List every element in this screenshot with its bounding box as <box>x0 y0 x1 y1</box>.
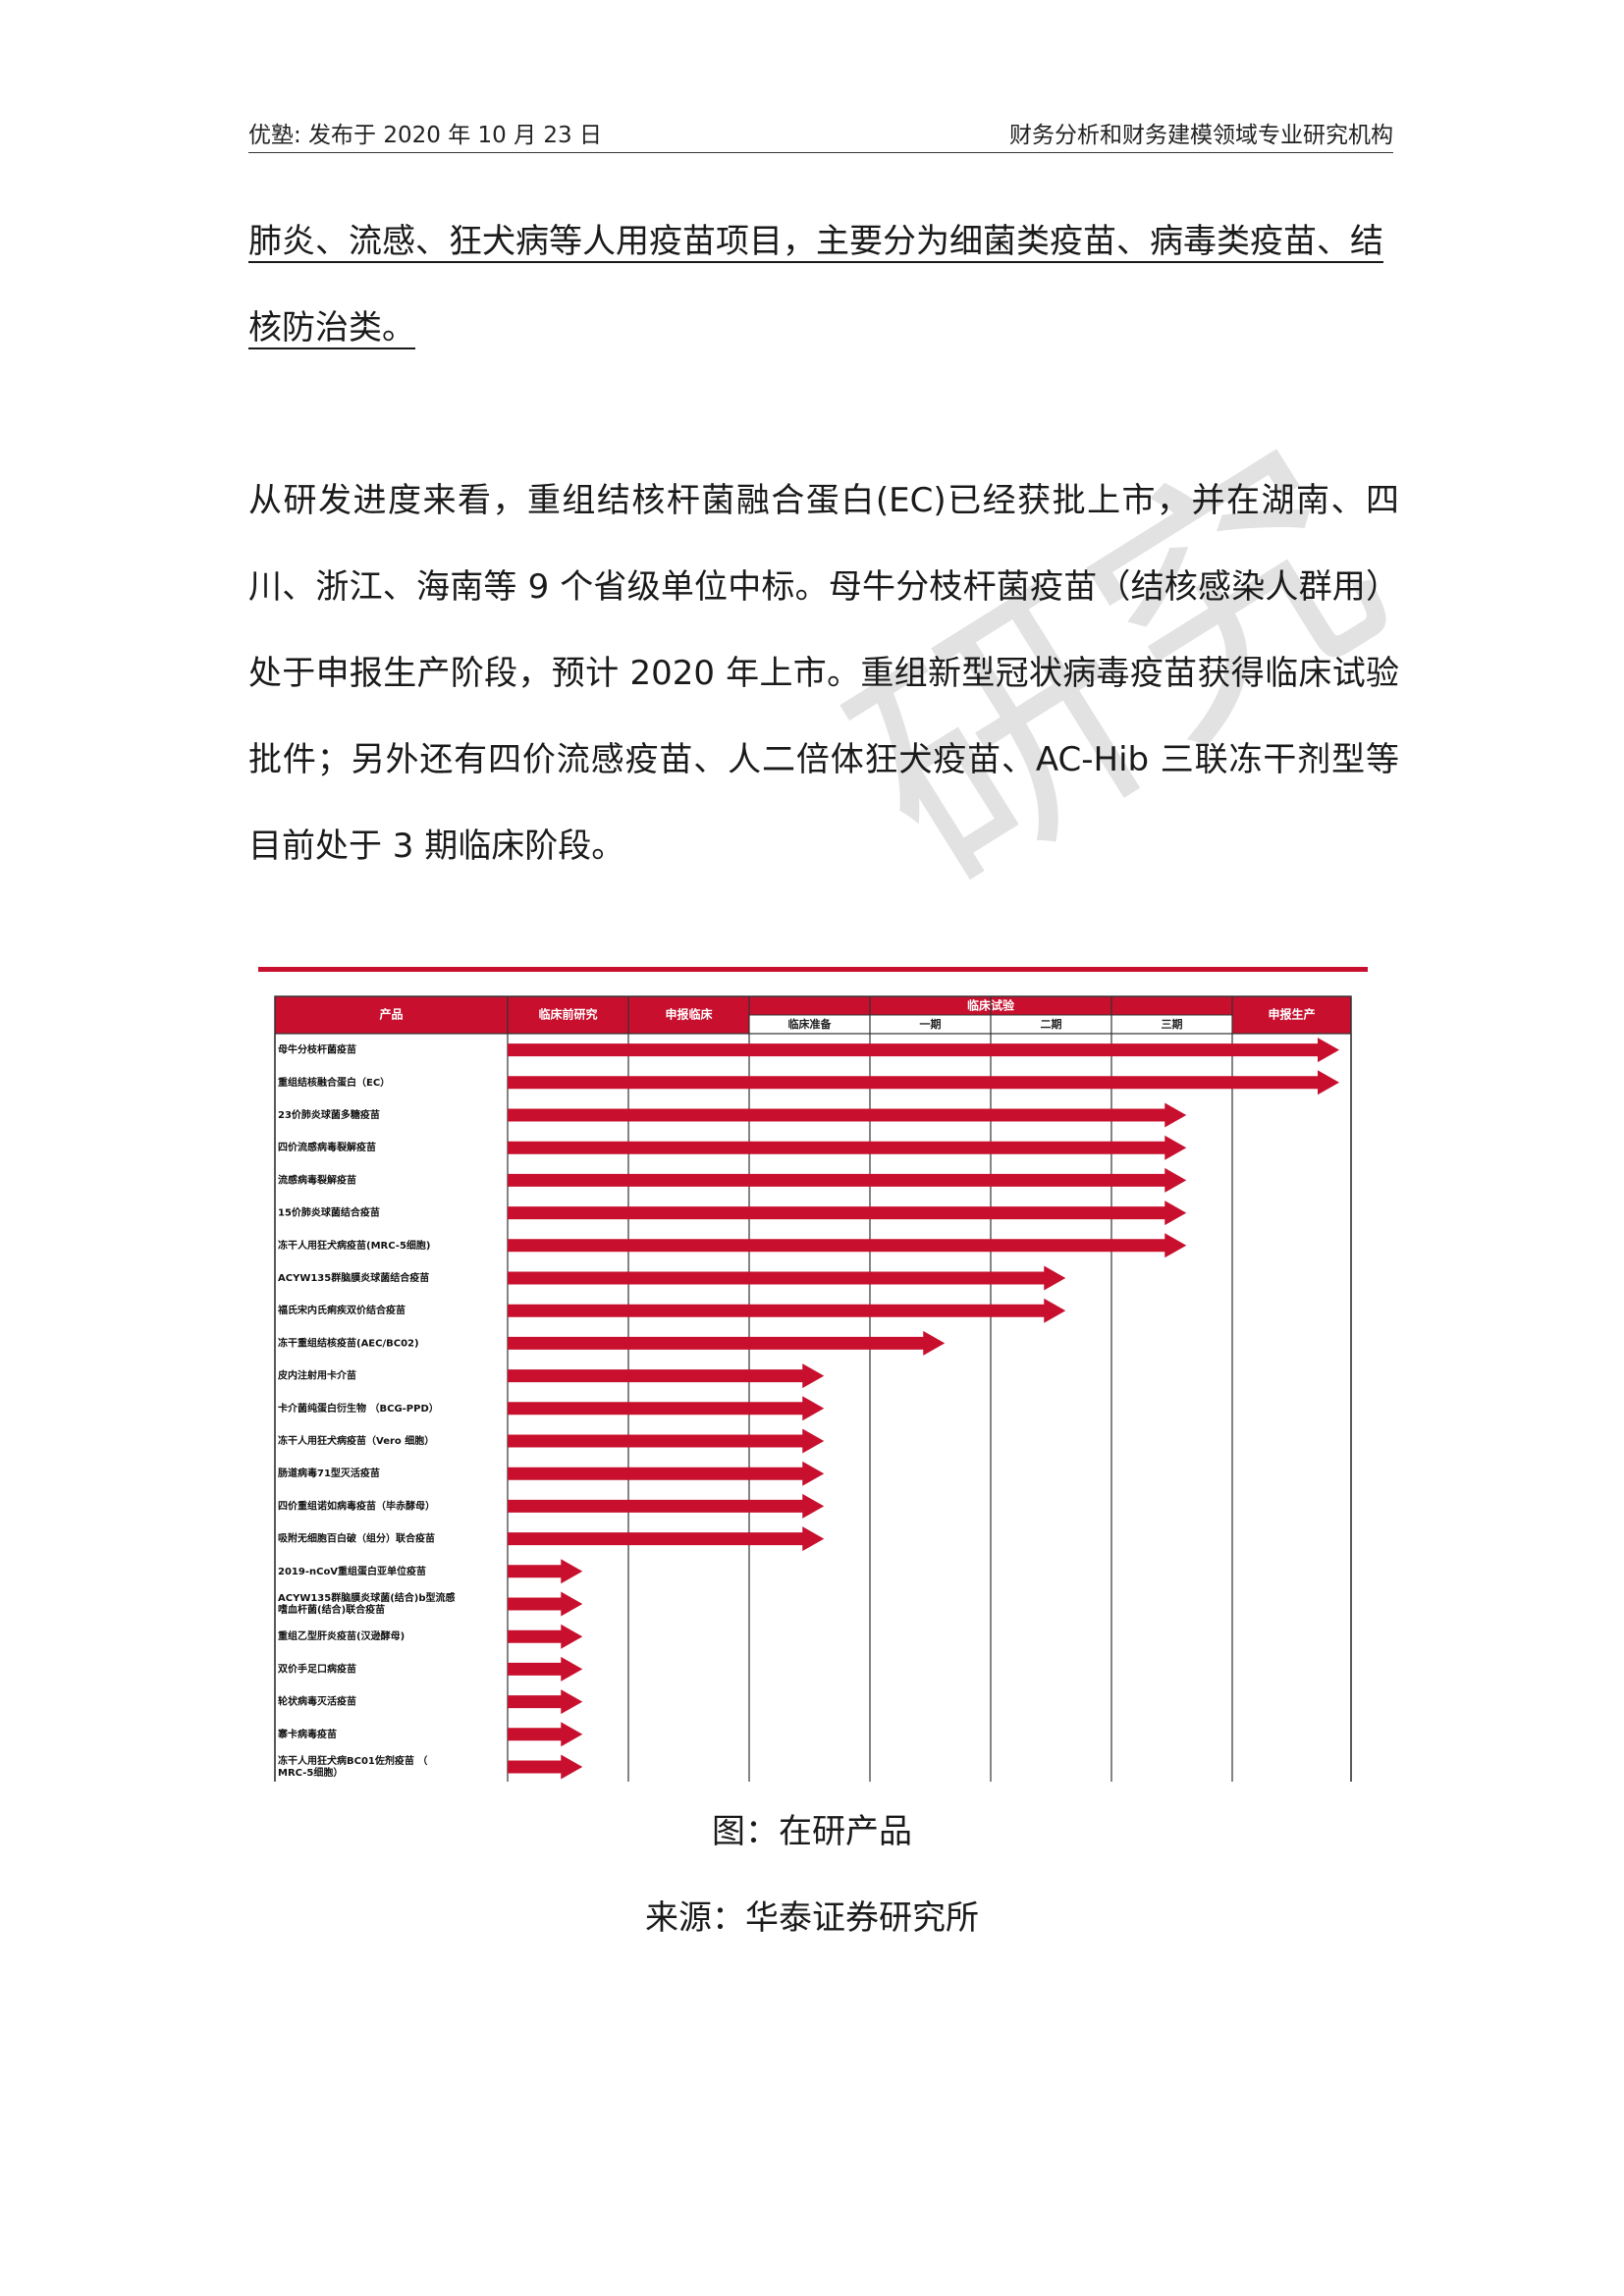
paragraph-intro: 肺炎、流感、狂犬病等人用疫苗项目，主要分为细菌类疫苗、病毒类疫苗、结核防治类。 <box>248 198 1399 371</box>
progress-arrow-1 <box>508 1070 1339 1095</box>
progress-arrow-5 <box>508 1201 1187 1226</box>
progress-arrow-10 <box>508 1363 825 1389</box>
product-name-10: 皮内注射用卡介苗 <box>277 1369 356 1382</box>
header-apply-clinical: 申报临床 <box>665 1007 713 1022</box>
table-border <box>274 995 1352 1782</box>
header-org-name: 财务分析和财务建模领域专业研究机构 <box>1009 123 1393 148</box>
progress-arrow-7 <box>508 1265 1066 1291</box>
product-name-0: 母牛分枝杆菌疫苗 <box>278 1043 356 1056</box>
progress-arrow-17 <box>508 1591 583 1617</box>
progress-arrow-19 <box>508 1656 583 1682</box>
progress-arrow-18 <box>508 1624 583 1649</box>
product-name-16: 2019-nCoV重组蛋白亚单位疫苗 <box>278 1565 426 1577</box>
product-name-3: 四价流感病毒裂解疫苗 <box>278 1141 376 1153</box>
progress-arrow-6 <box>508 1233 1187 1258</box>
product-name-18: 重组乙型肝炎疫苗(汉逊酵母) <box>278 1629 405 1642</box>
figure-caption: 图：在研产品 <box>712 1812 912 1851</box>
product-name-2: 23价肺炎球菌多糖疫苗 <box>278 1108 380 1121</box>
header-publish-date: 优塾: 发布于 2020 年 10 月 23 日 <box>248 123 602 148</box>
product-name-5: 15价肺炎球菌结合疫苗 <box>278 1206 380 1219</box>
figure-source: 来源：华泰证券研究所 <box>645 1898 979 1938</box>
header-preclinical: 临床前研究 <box>538 1007 597 1022</box>
product-name-14: 四价重组诺如病毒疫苗（毕赤酵母） <box>278 1499 435 1512</box>
product-name-9: 冻干重组结核疫苗(AEC/BC02) <box>278 1336 419 1349</box>
progress-arrow-2 <box>508 1102 1187 1128</box>
progress-arrow-0 <box>508 1038 1339 1063</box>
header-product: 产品 <box>379 1007 403 1022</box>
progress-arrow-15 <box>508 1526 825 1552</box>
product-name-4: 流感病毒裂解疫苗 <box>278 1173 356 1186</box>
header-apply-production: 申报生产 <box>1268 1007 1315 1022</box>
product-name-12: 冻干人用狂犬病疫苗（Vero 细胞） <box>278 1434 434 1447</box>
product-name-7: ACYW135群脑膜炎球菌结合疫苗 <box>278 1271 429 1284</box>
pipeline-figure: 产品 临床前研究 申报临床 临床试验 临床准备 一期 二期 三期 申报生产 母牛分枝杆菌疫苗 重组结… <box>258 967 1368 1782</box>
header-clinical-sub-1: 一期 <box>920 1017 942 1031</box>
paragraph-progress: 从研发进度来看，重组结核杆菌融合蛋白(EC)已经获批上市，并在湖南、四川、浙江、… <box>248 481 1399 866</box>
progress-arrow-21 <box>508 1722 583 1747</box>
header-divider <box>248 152 1393 153</box>
product-name-22: 冻干人用狂犬病BC01佐剂疫苗 （MRC-5细胞） <box>278 1754 427 1779</box>
progress-arrow-11 <box>508 1396 825 1421</box>
product-name-1: 重组结核融合蛋白（EC） <box>278 1076 390 1089</box>
product-name-6: 冻干人用狂犬病疫苗(MRC-5细胞) <box>278 1239 430 1252</box>
header-clinical-sub-0: 临床准备 <box>788 1017 833 1031</box>
product-name-13: 肠道病毒71型灭活疫苗 <box>278 1467 380 1479</box>
product-name-21: 寨卡病毒疫苗 <box>277 1728 337 1740</box>
product-name-11: 卡介菌纯蛋白衍生物 （BCG-PPD） <box>278 1402 439 1415</box>
paragraph-intro-text: 肺炎、流感、狂犬病等人用疫苗项目，主要分为细菌类疫苗、病毒类疫苗、结核防治类。 <box>248 222 1383 347</box>
progress-arrow-3 <box>508 1135 1187 1160</box>
product-name-8: 福氏宋内氏痢疾双价结合疫苗 <box>277 1304 406 1316</box>
progress-arrow-13 <box>508 1461 825 1486</box>
header-clinical-sub-2: 二期 <box>1041 1017 1062 1031</box>
progress-arrow-14 <box>508 1493 825 1519</box>
progress-arrow-22 <box>508 1754 583 1780</box>
progress-arrow-9 <box>508 1330 946 1356</box>
progress-arrow-20 <box>508 1689 583 1715</box>
progress-arrow-12 <box>508 1428 825 1454</box>
progress-arrow-8 <box>508 1298 1066 1323</box>
progress-arrow-4 <box>508 1167 1187 1193</box>
product-name-19: 双价手足口病疫苗 <box>278 1662 356 1675</box>
header-clinical-sub-3: 三期 <box>1162 1017 1183 1031</box>
progress-arrow-16 <box>508 1559 583 1584</box>
product-name-17: ACYW135群脑膜炎球菌(结合)b型流感嗜血杆菌(结合)联合疫苗 <box>278 1591 456 1616</box>
product-name-20: 轮状病毒灭活疫苗 <box>278 1695 356 1708</box>
figure-top-rule <box>258 967 1368 972</box>
product-name-15: 吸附无细胞百白破（组分）联合疫苗 <box>278 1532 435 1545</box>
